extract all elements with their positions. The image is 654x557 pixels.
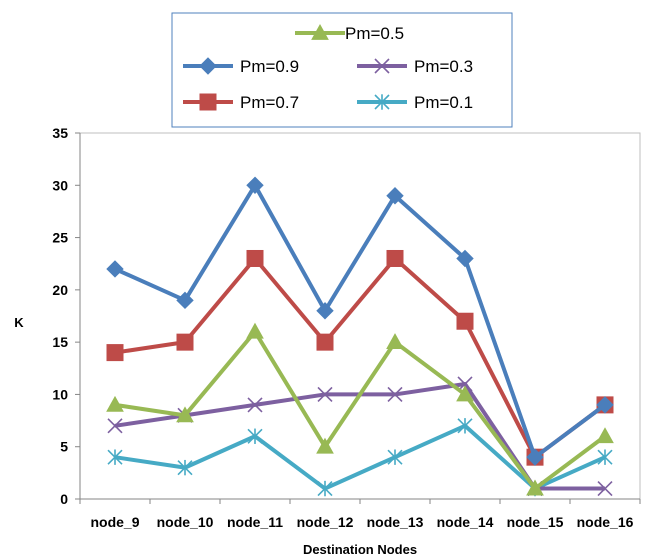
legend-label: Pm=0.1	[414, 93, 473, 112]
data-point	[176, 406, 194, 423]
data-point	[311, 23, 329, 40]
y-tick-label: 35	[52, 125, 68, 141]
data-point	[457, 418, 473, 434]
x-tick-label: node_16	[577, 514, 634, 530]
series-line	[114, 423, 606, 491]
data-point	[176, 291, 194, 310]
data-point	[374, 58, 390, 74]
data-point	[387, 386, 403, 402]
x-axis-title: Destination Nodes	[303, 542, 417, 557]
data-point	[596, 427, 614, 444]
x-tick-label: node_9	[90, 514, 139, 530]
series-line	[114, 256, 607, 460]
series-line	[114, 183, 607, 460]
legend-items: Pm=0.9 Pm=0.7 Pm=0.5 Pm=0.3 Pm=0.1	[183, 23, 473, 112]
data-point	[107, 449, 123, 465]
series-pm-0-5	[106, 322, 614, 496]
data-point	[456, 312, 474, 330]
y-tick-label: 10	[52, 386, 68, 402]
data-point	[526, 448, 544, 466]
x-tick-label: node_15	[507, 514, 564, 530]
y-tick-label: 5	[60, 439, 68, 455]
y-tick-label: 25	[52, 230, 68, 246]
data-point	[374, 94, 390, 110]
series-line	[114, 329, 607, 491]
legend-label: Pm=0.7	[240, 93, 299, 112]
data-point	[106, 260, 124, 278]
data-point	[387, 449, 403, 465]
data-point	[246, 176, 264, 194]
data-point	[247, 428, 263, 444]
y-axis-ticks: 0 5 10 15 20 25 30 35	[52, 125, 80, 507]
series-layer	[106, 176, 614, 497]
y-tick-label: 0	[60, 491, 68, 507]
legend-entry: Pm=0.1	[357, 93, 473, 112]
legend-entry: Pm=0.5	[295, 23, 404, 43]
data-point	[526, 479, 544, 496]
legend-label: Pm=0.9	[240, 57, 299, 76]
data-point	[386, 333, 404, 350]
data-point	[107, 418, 123, 434]
data-point	[597, 449, 613, 465]
data-point	[247, 397, 263, 413]
x-tick-label: node_10	[157, 514, 214, 530]
data-point	[316, 302, 334, 320]
legend-label: Pm=0.5	[345, 24, 404, 43]
data-point	[246, 249, 264, 267]
x-tick-label: node_11	[227, 514, 283, 530]
y-tick-label: 30	[52, 177, 68, 193]
x-tick-label: node_14	[437, 514, 494, 530]
data-point	[317, 386, 333, 402]
data-point	[317, 480, 333, 497]
series-pm-0-9	[106, 176, 614, 466]
data-point	[106, 395, 124, 412]
x-tick-label: node_13	[367, 514, 424, 530]
data-point	[596, 396, 614, 414]
y-tick-label: 15	[52, 334, 68, 350]
data-point	[597, 480, 613, 497]
series-pm-0-7	[106, 249, 614, 466]
legend-label: Pm=0.3	[414, 57, 473, 76]
data-point	[386, 249, 404, 267]
data-point	[456, 385, 474, 402]
data-point	[316, 333, 334, 351]
y-axis-title: K	[14, 315, 24, 330]
data-point	[106, 344, 124, 362]
legend-entry: Pm=0.3	[357, 57, 473, 76]
data-point	[316, 437, 334, 454]
y-tick-label: 20	[52, 282, 68, 298]
x-tick-label: node_12	[297, 514, 354, 530]
data-point	[456, 249, 474, 268]
x-axis-ticks: node_9 node_10 node_11 node_12 node_13 node_1…	[79, 499, 641, 530]
data-point	[386, 187, 404, 205]
plot-area-border	[79, 132, 641, 500]
data-point	[176, 333, 194, 351]
legend-entry: Pm=0.9	[183, 57, 299, 76]
legend: Pm=0.9 Pm=0.7 Pm=0.5 Pm=0.3 Pm=0.1	[171, 12, 513, 128]
data-point	[199, 93, 217, 111]
data-point	[177, 459, 193, 476]
legend-entry: Pm=0.7	[183, 93, 299, 112]
data-point	[246, 322, 264, 339]
data-point	[199, 57, 217, 75]
